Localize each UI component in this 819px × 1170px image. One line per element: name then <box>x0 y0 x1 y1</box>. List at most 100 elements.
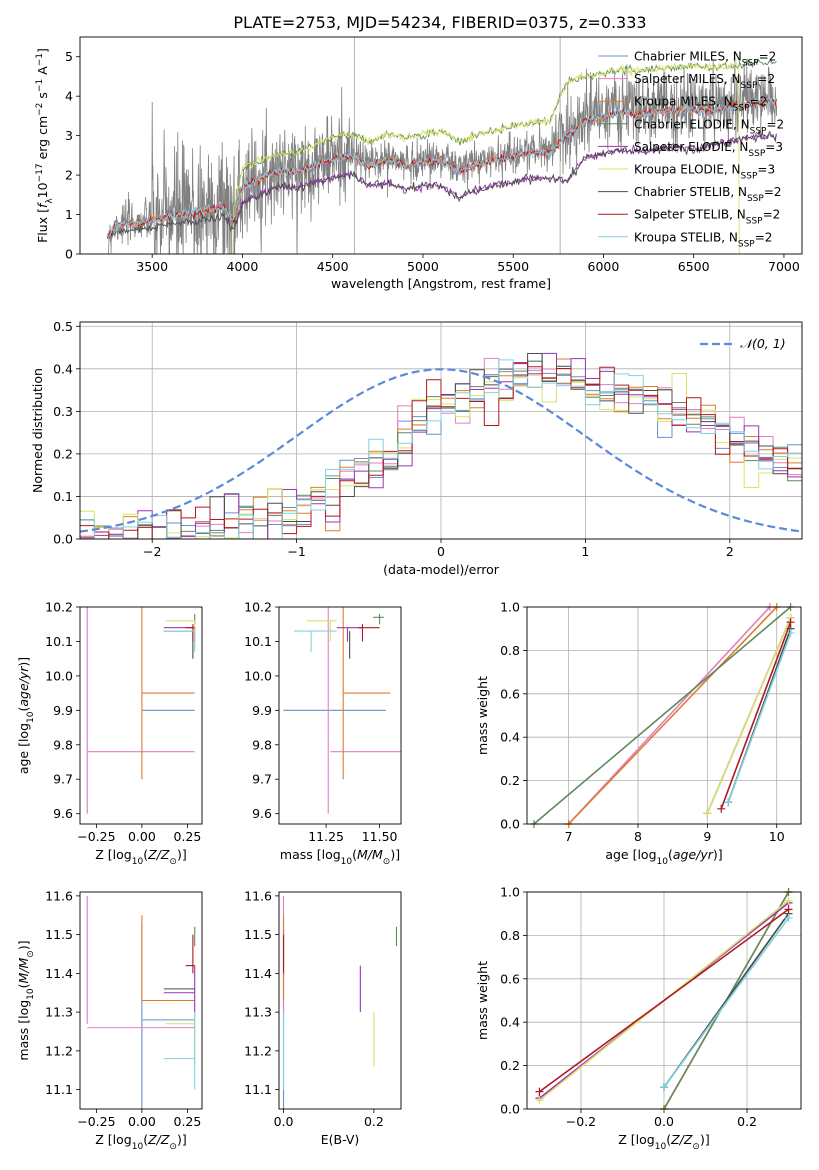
spectrum-title: PLATE=2753, MJD=54234, FIBERID=0375, z=0… <box>233 13 646 32</box>
y-tick-label: 9.9 <box>53 703 73 718</box>
x-tick-label: 9 <box>703 829 711 844</box>
mass-vs-metallicity-panel: −0.25 0.00 0.25 11.1 11.2 11.3 11.4 11.5 11.6 Z [… <box>16 888 203 1152</box>
y-tick-label: 1.0 <box>500 885 520 900</box>
label-part: age/yr <box>673 847 714 862</box>
mass-weight-vs-metallicity-panel: −0.2 0.0 0.2 0.0 0.2 0.4 0.6 0.8 1.0 Z [log10(Z/Z… <box>475 885 802 1152</box>
x-tick-label: 0.2 <box>737 1114 757 1129</box>
label-part: )] <box>177 847 187 862</box>
weight-line <box>727 632 792 803</box>
y-tick-label: 10.0 <box>45 668 73 683</box>
label-part: Kroupa STELIB, N <box>634 230 738 244</box>
label-part: −17 <box>35 163 45 182</box>
label-part: age [log <box>16 723 31 774</box>
legend-label: Salpeter MILES, NSSP=2 <box>634 72 775 91</box>
y-tick-label: 11.3 <box>45 1005 73 1020</box>
x-axis-label: (data-model)/error <box>383 562 500 577</box>
y-axis-label: mass [log10(M/M⊙)] <box>16 940 36 1060</box>
weight-line <box>663 917 790 1088</box>
x-tick-label: −2 <box>143 544 161 559</box>
y-tick-label: 0.2 <box>53 446 73 461</box>
legend-label: Salpeter ELODIE, NSSP=3 <box>634 140 783 159</box>
weight-marker <box>724 798 733 807</box>
label-part: Chabrier STELIB, N <box>634 185 747 199</box>
label-part: ⊙ <box>692 1142 700 1152</box>
x-axis-label: E(B-V) <box>321 1132 360 1147</box>
label-part: )] <box>700 1132 710 1147</box>
plot-frame <box>278 606 402 825</box>
weight-marker <box>784 914 793 923</box>
label-part: ( <box>143 847 148 862</box>
y-tick-label: 11.3 <box>244 1005 272 1020</box>
y-tick-label: 9.6 <box>53 806 73 821</box>
label-part: Salpeter ELODIE, N <box>634 140 748 154</box>
label-part: mass [log <box>16 1000 31 1061</box>
x-axis-label: mass [log10(M/M⊙)] <box>280 847 400 867</box>
y-axis-label: mass weight <box>475 961 490 1040</box>
label-part: =3 <box>765 140 783 154</box>
x-axis-label: age [log10(age/yr)] <box>605 847 722 867</box>
label-part: 10 <box>132 857 144 867</box>
label-part: 10 <box>26 711 36 723</box>
weight-line <box>568 607 771 824</box>
label-part: ( <box>16 707 31 712</box>
label-part: ⊙ <box>169 1142 177 1152</box>
label-part: 10 <box>657 857 669 867</box>
y-tick-label: 11.5 <box>45 927 73 942</box>
y-tick-label: 5 <box>65 49 73 64</box>
label-part: SSP <box>742 59 759 69</box>
y-tick-label: 9.7 <box>53 772 73 787</box>
plot-frame <box>79 321 803 540</box>
label-part: SSP <box>747 194 764 204</box>
y-tick-label: 0.1 <box>53 489 73 504</box>
legend-label: Salpeter STELIB, NSSP=2 <box>634 208 780 227</box>
x-tick-label: −1 <box>287 544 305 559</box>
weight-marker <box>535 1096 544 1105</box>
y-tick-label: 0.6 <box>500 971 520 986</box>
y-tick-label: 0.4 <box>500 730 520 745</box>
y-tick-label: 10.1 <box>244 634 272 649</box>
label-part: erg cm <box>35 116 50 164</box>
weight-marker <box>786 629 795 638</box>
legend-label: Chabrier MILES, NSSP=2 <box>634 50 776 69</box>
x-tick-label: 2 <box>726 544 734 559</box>
label-part: =2 <box>766 117 784 131</box>
y-tick-label: 0.4 <box>53 361 73 376</box>
label-part: =2 <box>750 95 768 109</box>
legend-label: Kroupa MILES, NSSP=2 <box>634 95 767 114</box>
y-tick-label: 10.1 <box>45 634 73 649</box>
x-axis-label: Z [log10(Z/Z⊙)] <box>95 1132 186 1152</box>
x-tick-label: 0 <box>437 544 445 559</box>
label-part: λ <box>45 198 55 204</box>
label-part: )] <box>16 657 31 667</box>
label-part: s <box>35 92 50 103</box>
weight-marker <box>717 804 726 813</box>
legend-label: Kroupa ELODIE, NSSP=3 <box>634 163 775 182</box>
legend-label: Kroupa STELIB, NSSP=2 <box>634 230 772 249</box>
label-part: Z/Z <box>147 847 170 862</box>
x-tick-label: −0.2 <box>566 1114 596 1129</box>
y-tick-label: 11.1 <box>45 1082 73 1097</box>
y-tick-label: 0.3 <box>53 404 73 419</box>
label-part: SSP <box>738 239 755 249</box>
y-tick-label: 2 <box>65 168 73 183</box>
x-tick-label: −0.25 <box>77 829 115 844</box>
x-tick-label: 7 <box>565 829 573 844</box>
y-tick-label: 11.2 <box>45 1043 73 1058</box>
x-tick-label: 1 <box>581 544 589 559</box>
label-part: Z/Z <box>670 1132 693 1147</box>
x-tick-label: 5000 <box>407 259 439 274</box>
label-part: =2 <box>759 50 777 64</box>
residual-histogram-panel: −2 −1 0 1 2 0.0 0.1 0.2 0.3 0.4 0.5 (data-model)/er… <box>30 319 803 577</box>
label-part: Z [log <box>95 847 131 862</box>
y-tick-label: 0.0 <box>500 817 520 832</box>
label-part: M/M <box>16 957 31 983</box>
y-tick-label: 9.8 <box>252 737 272 752</box>
x-axis-label: Z [log10(Z/Z⊙)] <box>618 1132 709 1152</box>
mass-vs-ebv-panel: 0.0 0.2 11.1 11.2 11.3 11.4 11.5 11.6 E(B-V) <box>244 888 402 1147</box>
y-tick-label: 11.1 <box>244 1082 272 1097</box>
y-tick-label: 10.2 <box>45 600 73 615</box>
weight-marker <box>703 809 712 818</box>
x-tick-label: 6000 <box>588 259 620 274</box>
label-part: ] <box>35 48 50 53</box>
label-part: =2 <box>757 72 775 86</box>
